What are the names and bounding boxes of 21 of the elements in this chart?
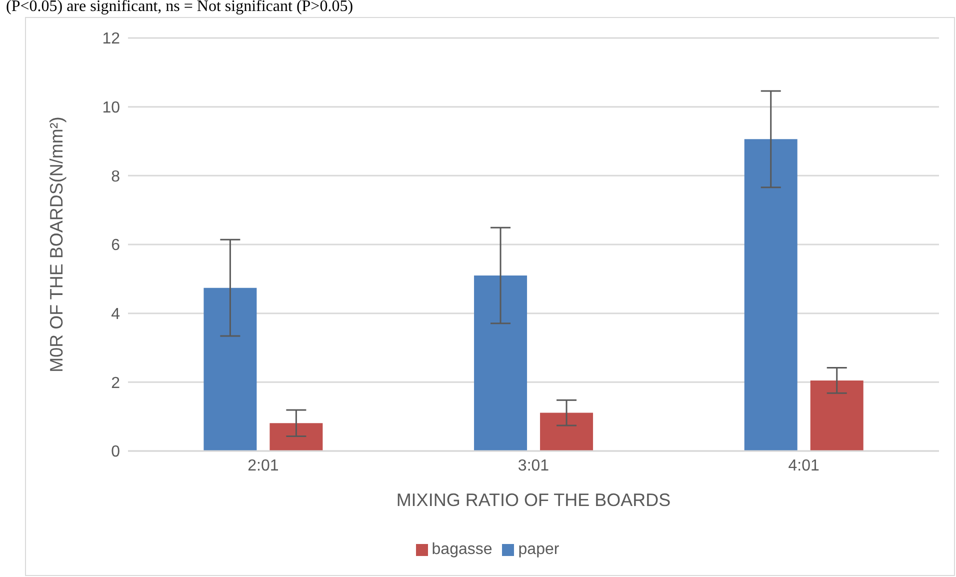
y-tick-label: 6 xyxy=(111,237,120,254)
y-tick-label: 8 xyxy=(111,168,120,186)
x-axis-title: MIXING RATIO OF THE BOARDS xyxy=(396,490,671,510)
x-tick-label: 4:01 xyxy=(788,457,820,474)
text: (P<0.05) are significant, ns = Not significant (P>0.05) xyxy=(6,0,354,16)
bar xyxy=(204,288,257,451)
y-tick-label: 10 xyxy=(102,100,120,117)
y-tick-label: 4 xyxy=(111,306,120,324)
x-tick-label: 2:01 xyxy=(248,457,279,474)
legend-label: paper xyxy=(518,541,560,558)
bar xyxy=(744,139,798,451)
y-axis-title: M0R OF THE BOARDS(N/mm²) xyxy=(46,116,66,372)
y-tick-label: 12 xyxy=(102,30,120,48)
y-tick-label: 0 xyxy=(111,444,120,461)
bar xyxy=(474,275,528,451)
legend-label: bagasse xyxy=(432,541,492,558)
x-tick-label: 3:01 xyxy=(518,457,550,474)
bar xyxy=(540,412,594,451)
bar xyxy=(810,380,864,451)
y-tick-label: 2 xyxy=(111,374,120,392)
bar xyxy=(270,423,323,451)
